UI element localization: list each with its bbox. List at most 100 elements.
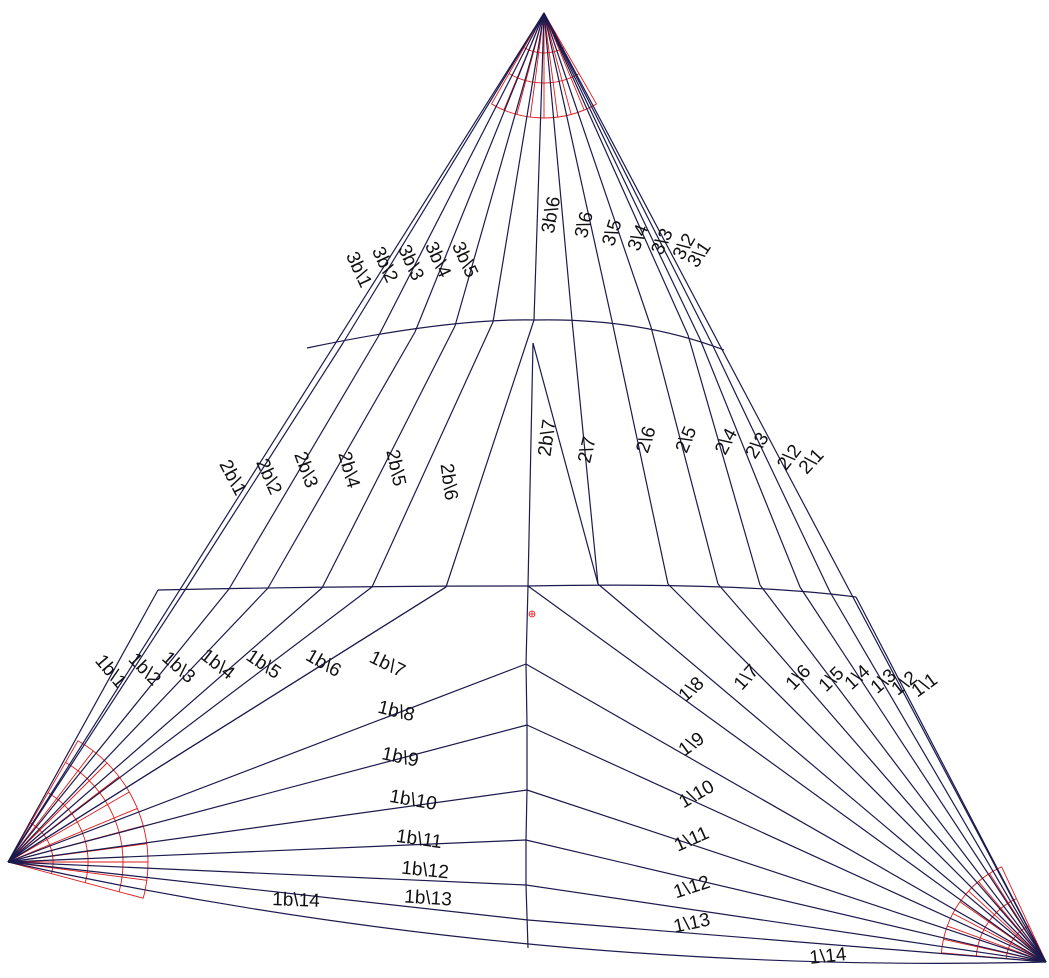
panel3-seam (454, 12, 545, 327)
label-bottom-left-horizontal: 1b\12 (400, 858, 449, 884)
head-fan-ray (543, 12, 559, 118)
label-bottom-left-horizontal: 1b\9 (380, 743, 421, 771)
panel1-horizontal-seam (525, 884, 1047, 963)
label-mid-right: 2\7 (574, 435, 600, 465)
panel1b-horizontal-seam (7, 724, 528, 863)
label-bottom-left-horizontal: 1b\14 (272, 889, 321, 912)
label-bottom-right-horizontal: 1\13 (672, 909, 713, 937)
band-seam-upper (306, 319, 725, 351)
panel2-seam (371, 321, 494, 588)
panel1-horizontal-seam (526, 789, 1047, 963)
label-bottom-left: 1b\7 (366, 647, 408, 682)
label-mid-right: 2b\7 (535, 418, 561, 458)
head-fan-arc (491, 103, 597, 119)
panel1b-horizontal-seam (7, 663, 527, 863)
panel2-seam (267, 331, 416, 589)
label-bottom-right: 1\7 (730, 661, 763, 695)
center-mark-icon (528, 610, 536, 618)
band-seam-lower (157, 584, 857, 598)
panel1-radial-seam (799, 586, 1047, 963)
panel3-seam (492, 12, 545, 323)
label-bottom-right: 1\4 (841, 661, 875, 695)
panel1-center-seam (525, 585, 529, 949)
panel-seams (7, 12, 1047, 964)
leech-edge (543, 12, 1047, 963)
panel1b-radial-seam (7, 587, 269, 863)
label-bottom-right: 1\6 (782, 661, 815, 695)
label-top-right: 3b\6 (538, 195, 565, 235)
tack-fan-arc (77, 740, 149, 899)
tack-fan-ray (7, 791, 130, 863)
clew-fan-ray (952, 913, 1047, 963)
panel1-radial-seam (759, 584, 1047, 963)
panel1b-horizontal-seam (7, 861, 527, 886)
luff-edge (7, 12, 545, 863)
label-mid-left: 2b\5 (381, 448, 409, 489)
panel1b-horizontal-seam (7, 839, 527, 863)
label-mid-left: 2b\2 (251, 456, 285, 498)
panel2-seam (321, 325, 456, 589)
label-mid-left: 2b\6 (436, 462, 462, 502)
panel2-seam (571, 319, 599, 585)
label-bottom-right-horizontal: 1\8 (675, 673, 709, 706)
panel3-seam (414, 12, 545, 333)
clew-fan-ray (968, 890, 1047, 963)
panel3-seam (543, 12, 613, 322)
tack-fan-ray (7, 762, 108, 863)
panel1b-radial-seam (7, 588, 230, 863)
label-bottom-right-horizontal: 1\12 (671, 872, 713, 903)
clew-fan-ray (1001, 866, 1047, 963)
panel3-seam (543, 12, 713, 345)
label-top-right: 3\6 (571, 210, 598, 241)
tack-fan-ray (7, 808, 138, 863)
foot-edge (7, 861, 1047, 964)
panel3-seam (377, 12, 545, 338)
panel3-seam (543, 12, 689, 336)
panel1b-horizontal-seam (7, 861, 529, 921)
panel1-radial-seam (855, 596, 1047, 963)
label-mid-right: 2\3 (742, 429, 774, 463)
panel1-horizontal-seam (527, 919, 1047, 963)
label-bottom-left: 1b\5 (242, 646, 284, 684)
head-fan-ray (543, 12, 597, 105)
label-bottom-left-horizontal: 1b\8 (376, 697, 417, 726)
label-bottom-left: 1b\3 (158, 647, 200, 687)
panel3-seam (342, 12, 545, 344)
panel1b-horizontal-seam (7, 789, 528, 863)
tack-fan-arc (65, 762, 124, 892)
panel2-seam (711, 343, 831, 593)
label-bottom-left-horizontal: 1b\10 (388, 786, 438, 815)
clew-fan-arc (940, 866, 1002, 953)
panel3-seam (543, 12, 573, 321)
head-fan-ray (543, 12, 572, 115)
label-bottom-left: 1b\2 (124, 649, 165, 690)
tack-fan-ray (7, 750, 94, 863)
panel1-radial-seam (717, 583, 1047, 963)
panel1b-radial-seam (7, 589, 186, 863)
panel1-radial-seam (597, 583, 1047, 963)
label-bottom-right-horizontal: 1\9 (675, 728, 709, 761)
panel2-seam (699, 338, 801, 588)
label-mid-right: 2\5 (672, 424, 702, 457)
panel2-seam (611, 320, 669, 585)
label-mid-left: 2b\1 (214, 457, 250, 500)
panel3-seam (543, 12, 701, 340)
panel1b-radial-seam (7, 589, 159, 863)
label-bottom-right-horizontal: 1\14 (808, 944, 847, 969)
panel2-seam (445, 319, 535, 588)
label-bottom-left-horizontal: 1b\11 (395, 826, 444, 853)
panel2-seam (687, 334, 761, 586)
panel1b-horizontal-seam (7, 586, 447, 863)
tack-fan-ray (7, 861, 144, 899)
panel2-seam (184, 342, 344, 591)
label-bottom-left: 1b\1 (90, 651, 130, 693)
panel1-horizontal-seam (525, 663, 1047, 963)
label-bottom-right-horizontal: 1\11 (671, 823, 712, 857)
panel2-center-seam (527, 342, 534, 587)
panel3-seam (533, 12, 545, 321)
label-top-left: 3b\5 (447, 239, 482, 281)
panel2-seam (228, 336, 379, 590)
clew-fan-arc (975, 898, 1017, 956)
panel1b-radial-seam (7, 586, 373, 863)
